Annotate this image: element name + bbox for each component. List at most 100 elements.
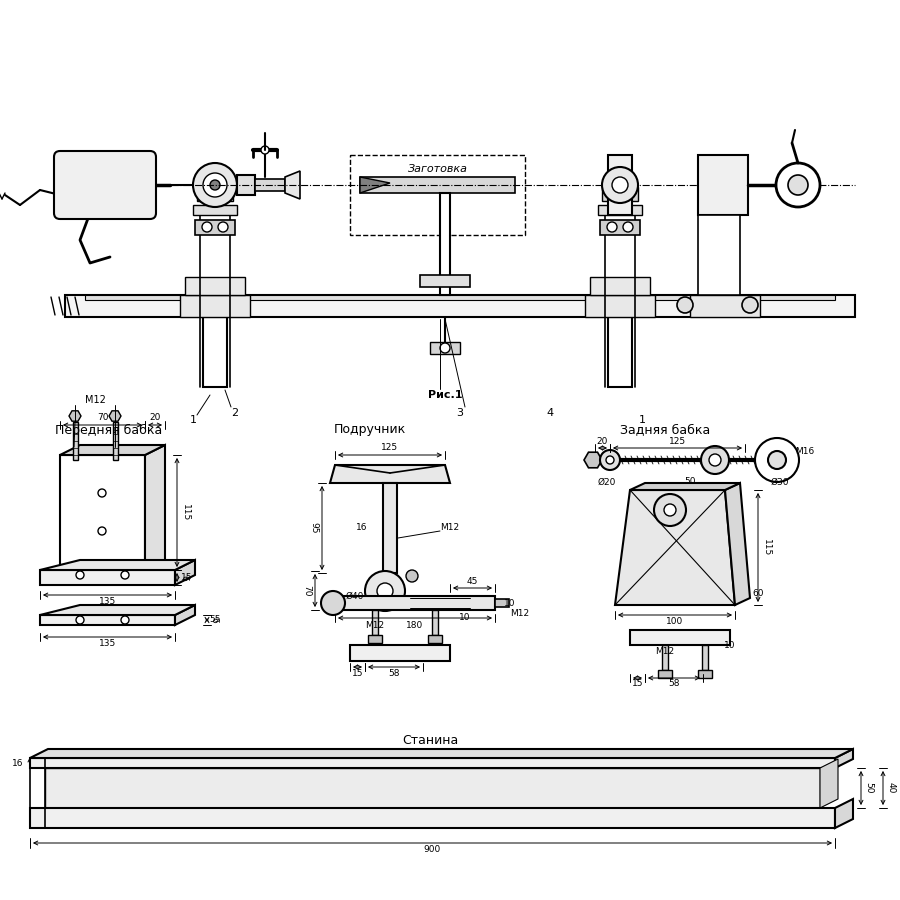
- Text: 60: 60: [752, 589, 764, 598]
- Bar: [30, 758, 835, 768]
- Text: 55: 55: [209, 616, 220, 625]
- Bar: [255, 179, 285, 191]
- Polygon shape: [725, 483, 750, 605]
- Bar: [690, 295, 760, 317]
- Circle shape: [768, 451, 786, 469]
- Bar: [430, 342, 460, 354]
- Text: M12: M12: [85, 395, 105, 405]
- Text: 95: 95: [310, 522, 319, 534]
- Text: 15: 15: [352, 669, 364, 678]
- Text: 135: 135: [99, 638, 116, 647]
- Text: 15: 15: [181, 572, 193, 581]
- Circle shape: [98, 527, 106, 535]
- Circle shape: [98, 489, 106, 497]
- Circle shape: [610, 190, 618, 198]
- Circle shape: [677, 297, 693, 313]
- Text: 50: 50: [865, 782, 874, 794]
- Text: Станина: Станина: [402, 734, 458, 746]
- Polygon shape: [145, 445, 165, 570]
- Bar: [658, 670, 672, 678]
- Bar: [193, 205, 237, 215]
- Text: 10: 10: [724, 641, 736, 650]
- Text: Заготовка: Заготовка: [408, 164, 467, 174]
- Bar: [350, 645, 450, 661]
- Polygon shape: [109, 410, 121, 421]
- Bar: [237, 175, 255, 195]
- Bar: [360, 177, 515, 193]
- Text: 125: 125: [382, 444, 399, 453]
- Polygon shape: [820, 759, 838, 808]
- Text: 10: 10: [459, 614, 471, 623]
- Circle shape: [76, 616, 84, 624]
- Text: 6: 6: [210, 617, 219, 623]
- Bar: [73, 422, 77, 460]
- Circle shape: [776, 163, 820, 207]
- Circle shape: [788, 175, 808, 195]
- Bar: [608, 155, 632, 215]
- Bar: [585, 295, 655, 317]
- Circle shape: [210, 180, 220, 190]
- Text: 16: 16: [356, 524, 368, 533]
- Polygon shape: [615, 490, 735, 605]
- Circle shape: [709, 454, 721, 466]
- Bar: [372, 610, 378, 635]
- Bar: [432, 610, 438, 635]
- Text: 58: 58: [388, 669, 400, 678]
- Bar: [368, 635, 382, 643]
- Text: 115: 115: [181, 504, 190, 521]
- Text: 16: 16: [13, 759, 23, 768]
- Polygon shape: [175, 560, 195, 585]
- Text: 100: 100: [666, 617, 684, 626]
- Circle shape: [121, 616, 129, 624]
- Bar: [383, 483, 397, 573]
- Circle shape: [622, 190, 630, 198]
- Circle shape: [440, 343, 450, 353]
- Circle shape: [217, 190, 225, 198]
- Bar: [630, 630, 730, 645]
- Polygon shape: [175, 605, 195, 625]
- Circle shape: [602, 167, 638, 203]
- Polygon shape: [630, 483, 740, 490]
- Bar: [590, 277, 650, 295]
- Polygon shape: [788, 179, 795, 191]
- Polygon shape: [835, 799, 853, 828]
- Text: Ø20: Ø20: [598, 478, 616, 487]
- Text: 2: 2: [231, 408, 239, 418]
- Bar: [195, 220, 235, 235]
- Bar: [598, 205, 642, 215]
- Text: Передняя бабка: Передняя бабка: [55, 424, 162, 436]
- Circle shape: [612, 177, 628, 193]
- Bar: [350, 155, 525, 235]
- Text: 125: 125: [669, 436, 686, 446]
- Circle shape: [321, 591, 345, 615]
- Bar: [608, 317, 632, 387]
- Text: 6: 6: [179, 574, 188, 580]
- Polygon shape: [330, 465, 450, 483]
- Text: 115: 115: [761, 539, 770, 556]
- Bar: [30, 758, 45, 828]
- Bar: [203, 317, 227, 387]
- Circle shape: [218, 222, 228, 232]
- Text: 70: 70: [302, 585, 311, 596]
- Text: M12: M12: [510, 609, 529, 618]
- Text: M12: M12: [365, 620, 384, 629]
- Bar: [662, 645, 668, 670]
- Circle shape: [742, 297, 758, 313]
- Bar: [30, 808, 835, 828]
- Bar: [495, 599, 509, 607]
- Text: Ø40: Ø40: [346, 591, 365, 600]
- Circle shape: [88, 173, 102, 187]
- Bar: [40, 615, 175, 625]
- Text: 900: 900: [424, 845, 441, 854]
- Bar: [45, 768, 820, 808]
- Bar: [698, 215, 740, 295]
- Circle shape: [654, 494, 686, 526]
- Text: 1: 1: [190, 415, 196, 425]
- Circle shape: [623, 222, 633, 232]
- Circle shape: [607, 222, 617, 232]
- Bar: [40, 570, 175, 585]
- Polygon shape: [360, 177, 390, 193]
- Bar: [180, 295, 250, 317]
- Polygon shape: [835, 749, 853, 768]
- Circle shape: [377, 583, 393, 599]
